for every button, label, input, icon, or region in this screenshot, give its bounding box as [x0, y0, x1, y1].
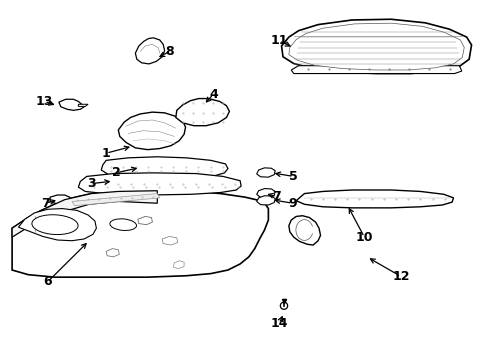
Polygon shape [173, 261, 184, 269]
Polygon shape [59, 99, 84, 111]
Ellipse shape [280, 302, 288, 309]
Polygon shape [257, 168, 275, 177]
Polygon shape [101, 157, 228, 178]
Polygon shape [19, 208, 97, 241]
Text: 2: 2 [112, 166, 120, 179]
Polygon shape [291, 66, 462, 73]
Polygon shape [106, 249, 119, 257]
Polygon shape [50, 195, 70, 203]
Text: 14: 14 [270, 317, 288, 330]
Text: 7: 7 [41, 197, 49, 210]
Polygon shape [138, 216, 152, 225]
Polygon shape [282, 19, 471, 73]
Polygon shape [289, 23, 464, 70]
Text: 8: 8 [165, 45, 174, 58]
Text: 5: 5 [290, 170, 298, 183]
Ellipse shape [32, 215, 78, 235]
Text: 13: 13 [36, 95, 53, 108]
Text: 1: 1 [102, 147, 111, 160]
Text: 12: 12 [392, 270, 410, 283]
Polygon shape [12, 191, 157, 237]
Text: 6: 6 [43, 275, 52, 288]
Polygon shape [257, 196, 275, 205]
Polygon shape [289, 216, 320, 245]
Text: 3: 3 [87, 177, 96, 190]
Text: 9: 9 [289, 197, 297, 210]
Polygon shape [118, 112, 186, 150]
Polygon shape [78, 173, 241, 195]
Text: 10: 10 [356, 231, 373, 244]
Polygon shape [135, 38, 165, 64]
Polygon shape [12, 191, 269, 277]
Polygon shape [296, 190, 454, 208]
Polygon shape [72, 194, 160, 206]
Ellipse shape [110, 219, 137, 230]
Polygon shape [162, 237, 178, 245]
Text: 4: 4 [209, 88, 218, 101]
Polygon shape [176, 99, 229, 126]
Text: 7: 7 [272, 190, 281, 203]
Polygon shape [78, 104, 88, 107]
Text: 11: 11 [270, 34, 288, 47]
Polygon shape [257, 189, 275, 198]
